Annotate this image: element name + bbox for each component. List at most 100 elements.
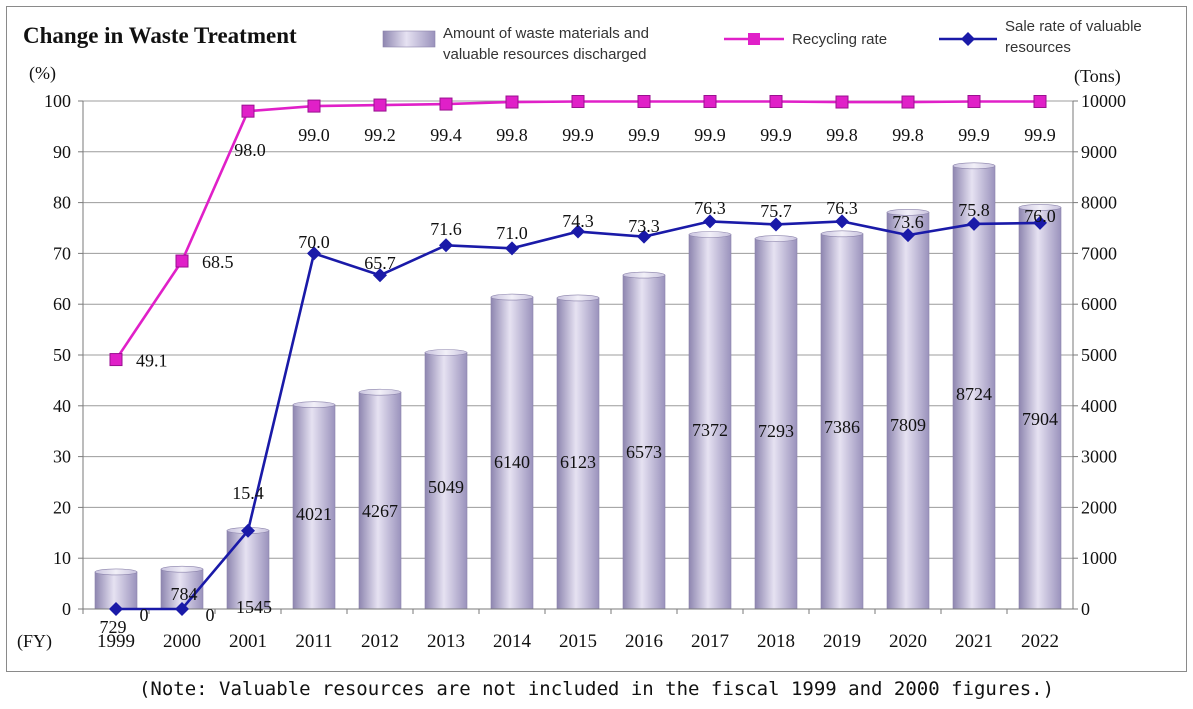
data-labels: 729 784 1545 4021 4267 5049 6140 6123 6573 7372 72… (100, 125, 1059, 637)
legend-item-sale: Sale rate of valuable resources (939, 18, 1142, 56)
legend-bar-label: valuable resources discharged (443, 46, 646, 63)
chart-frame: Change in Waste Treatment (%) (Tons) (FY… (6, 6, 1187, 672)
chart-title: Change in Waste Treatment (23, 23, 297, 48)
right-tick-label: 5000 (1081, 345, 1117, 365)
sale-rate-label: 65.7 (364, 253, 396, 273)
bar-top (160, 565, 204, 573)
x-tick-label: 2019 (823, 631, 861, 652)
recycling-rate-label: 99.9 (760, 125, 792, 145)
sale-rate-point (703, 214, 717, 229)
x-tick-label: 2011 (295, 631, 332, 652)
legend-item-bars: Amount of waste materials and valuable re… (382, 25, 649, 63)
sale-rate-label: 76.0 (1024, 206, 1056, 226)
bar-value-label: 4021 (296, 504, 332, 524)
bar-top (94, 568, 138, 576)
bar-value-label: 7904 (1022, 409, 1058, 429)
sale-rate-point (241, 523, 255, 538)
sale-rate-point (373, 268, 387, 283)
recycling-rate-point (769, 95, 783, 109)
bar-top (292, 401, 336, 409)
bar-top (688, 231, 732, 238)
x-tick-label: 2017 (691, 631, 729, 652)
recycling-rate-label: 99.0 (298, 125, 330, 145)
bar-top (424, 349, 468, 356)
right-tick-label: 4000 (1081, 396, 1117, 416)
bar (556, 297, 600, 610)
recycling-rate-label: 98.0 (234, 140, 266, 160)
right-tick-label: 0 (1081, 599, 1090, 619)
x-tick-label: 2021 (955, 631, 993, 652)
bar-value-label: 7809 (890, 415, 926, 435)
bar-value-label: 6123 (560, 452, 596, 472)
bar-value-label: 8724 (956, 384, 992, 404)
left-tick-label: 100 (44, 91, 71, 111)
recycling-rate-point (571, 95, 585, 109)
footnote: (Note: Valuable resources are not includ… (138, 678, 1055, 700)
sale-rate-point (175, 602, 189, 616)
sale-rate-point (505, 241, 519, 256)
bar-value-label: 784 (171, 584, 198, 604)
bar (358, 391, 402, 610)
sale-rate-point (769, 217, 783, 232)
sale-rate-label: 15.4 (232, 483, 264, 503)
bar-top (886, 209, 930, 216)
left-tick-label: 20 (53, 497, 71, 517)
bar-value-label: 729 (100, 617, 127, 637)
recycling-rate-label: 99.9 (562, 125, 594, 145)
recycling-rate-point (637, 95, 651, 109)
x-tick-label: 2016 (625, 631, 663, 652)
x-tick-label: 2013 (427, 631, 465, 652)
line-series (109, 95, 1047, 616)
sale-rate-label: 70.0 (298, 232, 330, 252)
sale-rate-label: 71.0 (496, 223, 528, 243)
bar (1018, 207, 1062, 610)
bar-value-label: 6140 (494, 452, 530, 472)
legend-sale-marker (961, 32, 975, 46)
bar-value-label: 1545 (236, 597, 272, 617)
recycling-rate-label: 99.9 (628, 125, 660, 145)
recycling-rate-point (109, 353, 123, 367)
legend-bar-label: Amount of waste materials and (443, 25, 649, 42)
bar (292, 404, 336, 610)
left-tick-label: 10 (53, 548, 71, 568)
right-tick-label: 3000 (1081, 447, 1117, 467)
recycling-rate-point (373, 98, 387, 112)
left-tick-label: 30 (53, 447, 71, 467)
bar-value-label: 7372 (692, 420, 728, 440)
legend-recycling-marker (748, 33, 760, 45)
bar-top (1018, 204, 1062, 211)
sale-rate-label: 73.6 (892, 212, 924, 232)
recycling-rate-point (835, 95, 849, 109)
bar-top (556, 294, 600, 302)
left-axis-unit: (%) (29, 63, 56, 84)
legend: Amount of waste materials and valuable re… (382, 18, 1142, 63)
left-tick-label: 70 (53, 243, 71, 263)
legend-bar-swatch (382, 30, 436, 48)
recycling-rate-point (505, 95, 519, 109)
bar (688, 234, 732, 610)
bar-value-label: 7386 (824, 417, 860, 437)
bar-value-label: 6573 (626, 442, 662, 462)
recycling-rate-point (1033, 95, 1047, 109)
sale-rate-point (967, 216, 981, 231)
bar-top (358, 388, 402, 396)
right-tick-label: 2000 (1081, 497, 1117, 517)
recycling-rate-label: 99.2 (364, 125, 396, 145)
right-axis-unit: (Tons) (1074, 66, 1121, 87)
bar-top (622, 271, 666, 279)
recycling-rate-point (901, 95, 915, 109)
right-tick-label: 6000 (1081, 294, 1117, 314)
left-tick-label: 90 (53, 142, 71, 162)
bar-value-label: 5049 (428, 477, 464, 497)
x-axis-unit: (FY) (17, 631, 52, 652)
sale-rate-label: 73.3 (628, 216, 660, 236)
x-tick-label: 2020 (889, 631, 927, 652)
x-tick-label: 2000 (163, 631, 201, 652)
x-tick-label: 2012 (361, 631, 399, 652)
sale-rate-point (1033, 215, 1047, 230)
x-tick-label: 2015 (559, 631, 597, 652)
recycling-rate-label: 99.9 (958, 125, 990, 145)
legend-item-recycling: Recycling rate (724, 31, 887, 48)
sale-rate-point (439, 238, 453, 253)
sale-rate-label: 0 (140, 605, 149, 625)
